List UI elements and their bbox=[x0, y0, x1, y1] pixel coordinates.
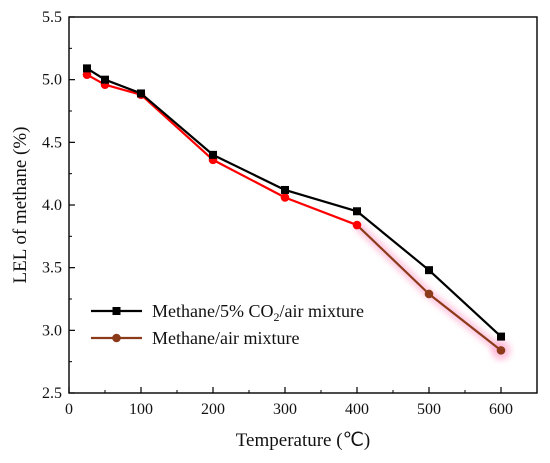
series-methane-co2-segment bbox=[104, 78, 142, 95]
series-methane-co2-segment bbox=[356, 210, 430, 272]
legend: Methane/5% CO2/air mixture Methane/air mi… bbox=[91, 301, 364, 348]
legend-label-subscript: 2 bbox=[273, 310, 279, 324]
legend-label-part: /air mixture bbox=[279, 301, 363, 321]
series-methane-co2-segment bbox=[284, 188, 358, 213]
x-tick-label: 100 bbox=[129, 401, 153, 418]
legend-marker-methane-air bbox=[112, 333, 121, 343]
y-tick-label: 5.0 bbox=[42, 72, 62, 89]
point-methane-co2 bbox=[137, 89, 145, 98]
point-methane-co2 bbox=[101, 75, 109, 84]
series-methane-air-segment bbox=[212, 158, 286, 199]
point-methane-air bbox=[352, 220, 362, 230]
series-methane-air-segment bbox=[356, 224, 430, 295]
y-axis-title: LEL of methane (%) bbox=[10, 126, 31, 283]
legend-marker-methane-co2 bbox=[112, 307, 121, 315]
y-tick-label: 5.5 bbox=[42, 9, 62, 26]
point-methane-co2 bbox=[425, 266, 433, 275]
legend-label-methane-co2: Methane/5% CO2/air mixture bbox=[152, 301, 364, 324]
y-tick-label: 3.0 bbox=[42, 322, 62, 339]
y-tick-label: 4.0 bbox=[42, 197, 62, 214]
series-layer bbox=[82, 64, 506, 355]
series-methane-air-segment bbox=[104, 83, 142, 96]
series-methane-air-segment bbox=[428, 293, 502, 352]
series-methane-air-segment bbox=[140, 93, 214, 161]
x-tick-label: 500 bbox=[417, 401, 441, 418]
x-tick-label: 400 bbox=[345, 401, 369, 418]
x-tick-label: 300 bbox=[273, 401, 297, 418]
series-methane-co2-segment bbox=[428, 269, 502, 338]
axes: 0 100 200 300 400 500 600 2.5 3.0 3.5 4.0 4.5 5.0 5.5 bbox=[42, 9, 538, 418]
series-glow-line bbox=[353, 221, 504, 354]
x-tick-label: 0 bbox=[65, 401, 73, 418]
point-methane-co2 bbox=[497, 332, 505, 341]
point-methane-co2 bbox=[281, 185, 289, 194]
x-tick-label: 200 bbox=[201, 401, 225, 418]
point-methane-co2 bbox=[353, 207, 361, 216]
point-methane-air bbox=[496, 346, 506, 355]
y-tick-label: 4.5 bbox=[42, 134, 62, 151]
point-methane-air bbox=[424, 289, 434, 299]
series-methane-co2-segment bbox=[140, 92, 214, 156]
legend-label-methane-air: Methane/air mixture bbox=[152, 328, 299, 348]
series-methane-co2-segment bbox=[212, 153, 286, 191]
x-axis-title: Temperature (℃) bbox=[236, 430, 370, 451]
legend-label-part: Methane/5% CO bbox=[152, 301, 273, 321]
y-tick-label: 3.5 bbox=[42, 260, 62, 277]
point-methane-air bbox=[82, 70, 92, 79]
y-tick-label: 2.5 bbox=[42, 385, 62, 402]
point-methane-co2 bbox=[83, 64, 91, 73]
point-methane-co2 bbox=[209, 150, 217, 159]
series-methane-air-segment bbox=[284, 196, 358, 227]
x-tick-label: 600 bbox=[489, 401, 513, 418]
point-methane-air bbox=[280, 193, 290, 202]
